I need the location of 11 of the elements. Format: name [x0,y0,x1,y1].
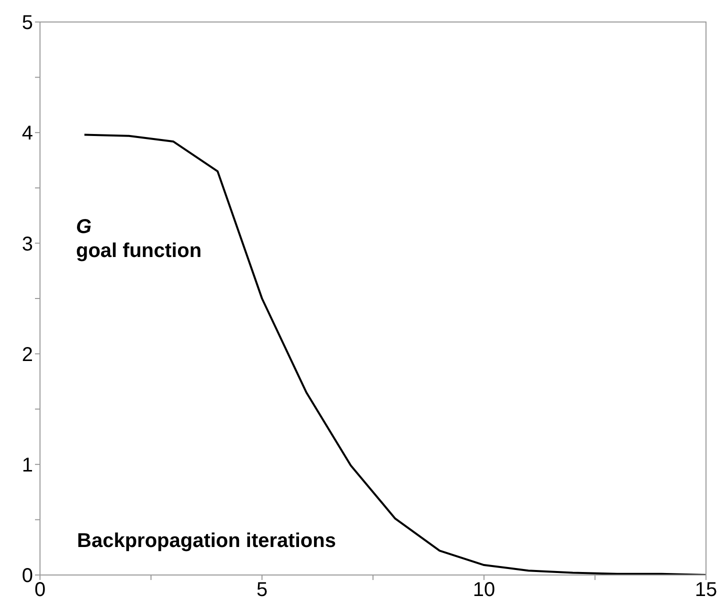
x-axis-title: Backpropagation iterations [77,530,336,552]
x-tick-label: 10 [472,579,496,602]
x-tick-label: 15 [694,579,718,602]
y-axis-title: G goal function [76,216,202,262]
y-tick-label: 2 [22,344,33,366]
y-tick-label: 5 [22,12,33,34]
y-tick-label: 4 [22,122,33,145]
y-tick-label: 3 [22,233,33,256]
y-tick-label: 1 [22,454,33,476]
x-tick-label: 5 [256,579,268,602]
y-tick-label: 0 [22,565,33,588]
